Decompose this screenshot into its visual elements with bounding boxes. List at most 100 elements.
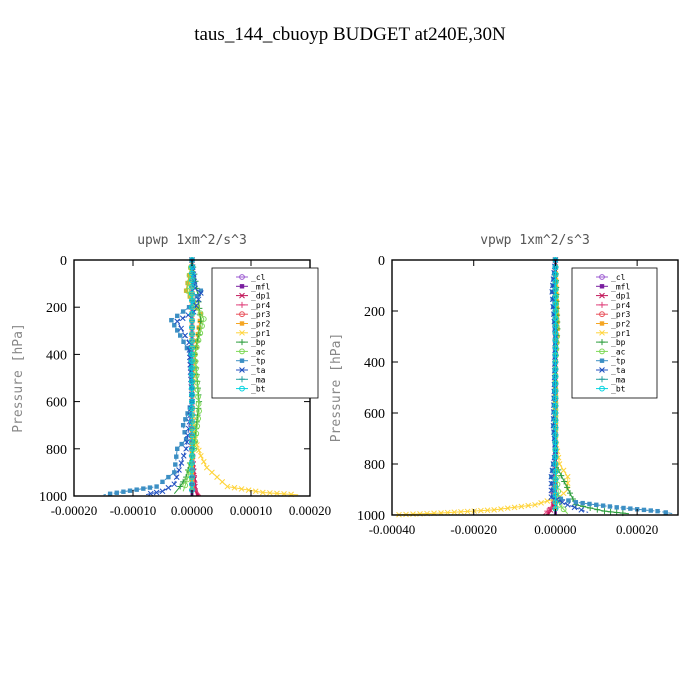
data-point	[569, 495, 576, 502]
data-point	[189, 311, 195, 317]
data-point	[189, 481, 195, 488]
legend-marker	[599, 321, 605, 326]
legend-marker	[599, 358, 605, 363]
data-point	[571, 504, 578, 511]
data-point	[189, 358, 195, 365]
data-point	[189, 474, 195, 481]
data-point	[189, 317, 195, 324]
data-point	[552, 373, 559, 380]
legend-item-label: _tp	[251, 357, 266, 366]
data-point	[171, 481, 178, 488]
data-point	[197, 310, 204, 317]
data-point	[552, 366, 559, 373]
legend-item-label: _mfl	[611, 282, 630, 291]
page-title: taus_144_cbuoyp BUDGET at240E,30N	[194, 24, 506, 45]
data-point	[184, 432, 191, 439]
data-point	[189, 439, 195, 445]
data-point	[663, 510, 668, 515]
data-point	[179, 315, 186, 322]
data-point	[184, 287, 191, 294]
data-point	[186, 273, 192, 278]
data-point	[621, 505, 626, 511]
data-point	[193, 365, 199, 372]
data-point	[189, 460, 195, 466]
data-point	[127, 488, 133, 493]
data-point	[180, 423, 186, 428]
data-point	[566, 498, 571, 503]
data-point	[252, 488, 259, 495]
data-point	[552, 278, 559, 285]
data-point	[154, 484, 159, 489]
data-point	[564, 473, 571, 480]
data-point	[185, 411, 190, 416]
legend-box	[211, 267, 319, 399]
data-point	[203, 464, 210, 471]
data-point	[173, 462, 178, 467]
data-point	[451, 509, 458, 516]
data-point	[172, 470, 177, 475]
data-point	[147, 485, 153, 490]
data-point	[189, 304, 195, 311]
legend-marker	[239, 292, 245, 299]
y-tick-label: 400	[364, 356, 385, 371]
data-point	[189, 432, 195, 439]
data-point	[532, 501, 538, 508]
data-point	[614, 505, 619, 510]
data-point	[552, 344, 559, 351]
data-point	[267, 490, 273, 496]
data-point	[195, 296, 202, 303]
data-point	[558, 496, 564, 502]
data-point	[552, 351, 559, 358]
data-point	[189, 284, 195, 290]
legend-item-label: _pr4	[611, 301, 630, 310]
legend-marker	[239, 367, 245, 373]
legend-item-label: _ta	[251, 366, 266, 375]
data-point	[166, 474, 171, 480]
y-tick-label: 200	[364, 305, 385, 320]
data-point	[175, 446, 180, 451]
legend-item-label: _pr3	[611, 310, 630, 319]
data-point	[175, 313, 180, 319]
data-point	[231, 484, 238, 491]
legend-item-label: _dp1	[611, 292, 630, 301]
legend-marker	[239, 348, 245, 355]
legend-item-label: _pr2	[611, 320, 630, 329]
data-point	[153, 489, 160, 496]
x-tick-label: 0.00000	[534, 522, 576, 537]
data-point	[189, 344, 195, 351]
data-point	[573, 500, 579, 505]
data-point	[186, 347, 193, 353]
data-point	[209, 469, 215, 476]
legend-item-label: _pr1	[251, 329, 270, 338]
data-point	[189, 467, 195, 473]
data-point	[564, 501, 571, 508]
legend-marker	[239, 358, 245, 363]
data-point	[559, 499, 566, 506]
data-point	[550, 488, 555, 493]
data-point	[245, 487, 252, 493]
data-point	[189, 338, 195, 344]
data-point	[182, 430, 187, 435]
data-point	[552, 453, 559, 460]
data-point	[607, 508, 614, 515]
data-point	[544, 508, 551, 515]
x-tick-label: 0.00020	[616, 522, 658, 537]
legend-item-label: _bp	[611, 338, 626, 347]
data-point	[580, 500, 585, 506]
data-point	[121, 489, 126, 494]
data-point	[552, 329, 559, 336]
legend-marker	[599, 274, 605, 280]
chart-vpwp: vpwp 1xm^2/s^3 Pressure [hPa] -0.00040 -0.0…	[329, 233, 679, 537]
legend-marker	[239, 284, 245, 289]
data-point	[444, 509, 451, 516]
data-point	[197, 453, 204, 459]
series-bt	[552, 257, 559, 515]
legend-marker	[239, 274, 245, 280]
y-tick-label: 800	[46, 443, 67, 458]
data-point	[181, 339, 186, 345]
data-point	[194, 379, 200, 386]
data-point	[192, 438, 199, 445]
data-point	[189, 453, 196, 460]
data-point	[274, 490, 280, 497]
legend: _cl_mfl_dp1_pr4_pr3_pr2_pr1_bp_ac_tp_ta_…	[571, 267, 658, 399]
